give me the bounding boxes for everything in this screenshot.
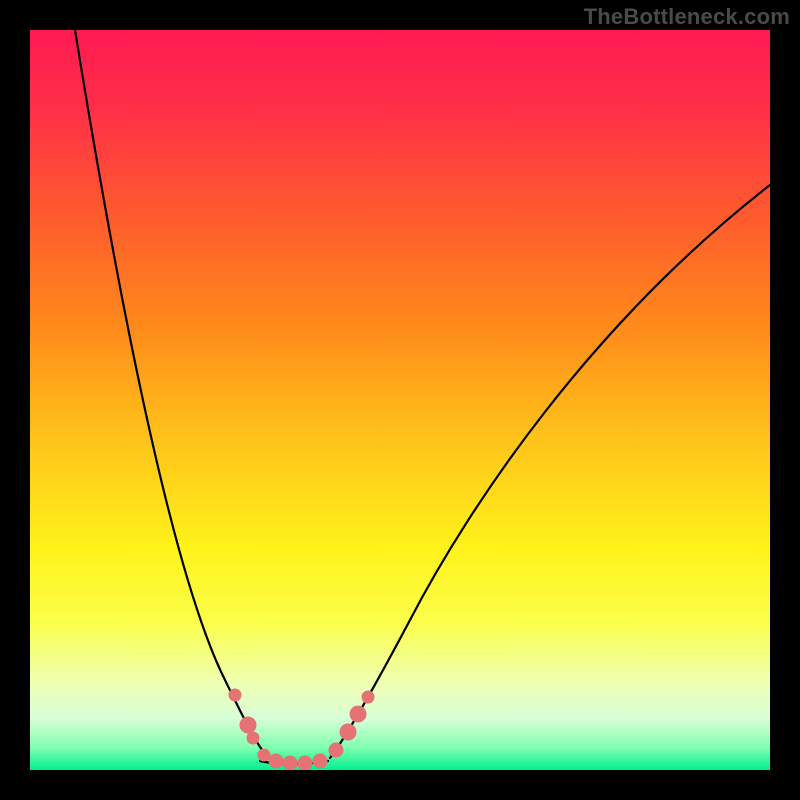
data-marker [240,717,256,733]
data-marker [229,689,241,701]
watermark-text: TheBottleneck.com [584,4,790,30]
data-marker [362,691,374,703]
data-marker [258,749,270,761]
curve-right-branch [330,185,770,758]
data-marker [350,706,366,722]
data-marker [283,756,297,770]
plot-area [30,30,770,770]
data-marker [298,756,312,770]
data-marker [329,743,343,757]
marker-group [229,689,374,770]
data-marker [313,754,327,768]
data-marker [269,754,283,768]
data-marker [340,724,356,740]
curve-layer [30,30,770,770]
outer-frame: TheBottleneck.com [0,0,800,800]
data-marker [247,732,259,744]
curve-left-branch [75,30,268,758]
